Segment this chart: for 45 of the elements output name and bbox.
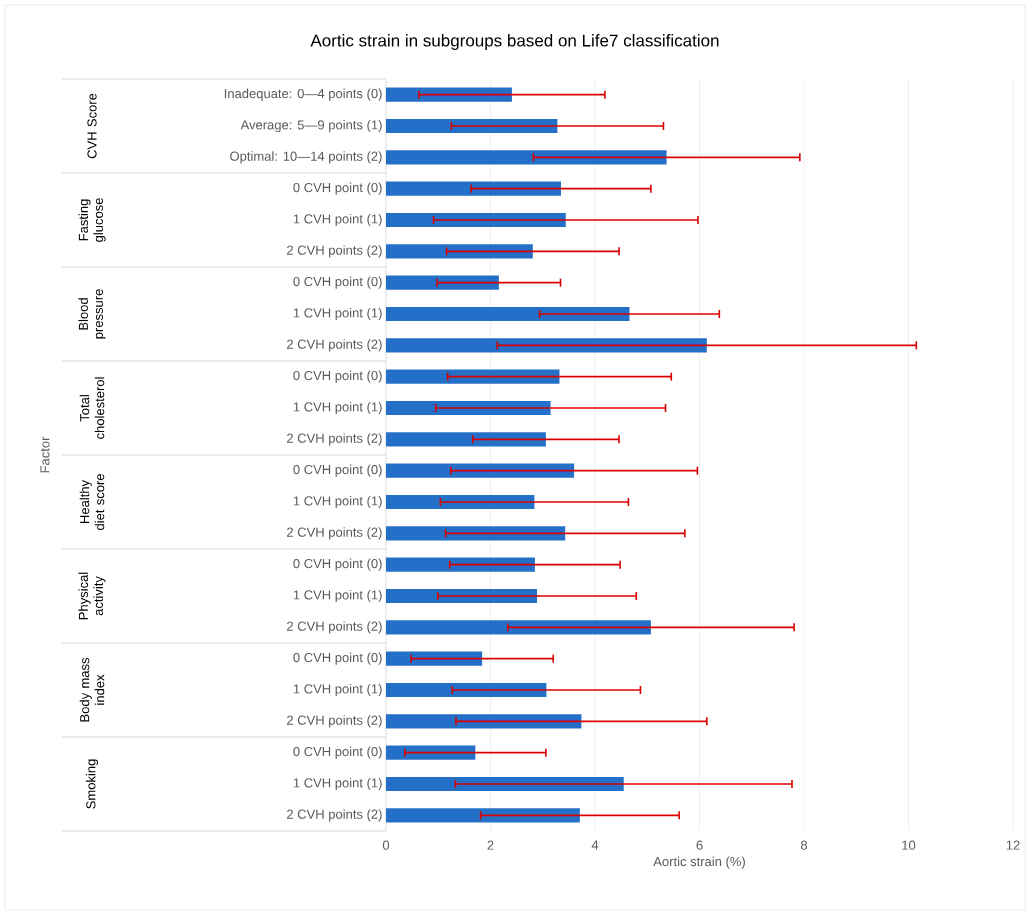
- y-tick-label: 2 CVH points (2): [287, 527, 382, 540]
- y-tick-label: 2 CVH points (2): [287, 433, 382, 446]
- text: Total cholesterol: [79, 377, 105, 439]
- y-tick-label: 2 CVH points (2): [287, 715, 382, 728]
- x-tick-label: 4: [591, 840, 599, 850]
- x-tick-label: 10: [902, 840, 916, 850]
- y-tick-label: 0 CVH point (0): [293, 746, 382, 759]
- x-axis-title: Aortic strain (%): [653, 856, 745, 869]
- text: Physical activity: [78, 572, 106, 620]
- y-tick-label: 1 CVH point (1): [293, 589, 382, 603]
- y-tick-label: 0 CVH point (0): [293, 276, 382, 289]
- bar: [386, 306, 630, 322]
- y-tick-label: Inadequate: 0—4 points (0): [224, 88, 382, 101]
- x-tick-label: 12: [1006, 840, 1020, 850]
- text: Smoking: [85, 759, 99, 809]
- chart-title: Aortic strain in subgroups based on Life7 classification: [310, 34, 719, 50]
- y-tick-label: 2 CVH points (2): [287, 339, 382, 352]
- text: Healthy diet score: [79, 474, 105, 530]
- x-tick-label: 2: [487, 840, 494, 850]
- y-tick-label: 2 CVH points (2): [287, 809, 382, 822]
- y-tick-label: 0 CVH point (0): [293, 652, 382, 665]
- text: Blood pressure: [78, 289, 106, 339]
- y-tick-label: 2 CVH points (2): [287, 621, 382, 634]
- text: CVH Score: [87, 93, 97, 159]
- text: Body mass index: [79, 657, 105, 722]
- x-tick-label: 8: [800, 840, 808, 850]
- x-tick-label: 6: [696, 840, 703, 850]
- y-tick-label: Optimal: 10—14 points (2): [230, 151, 382, 164]
- y-tick-label: 1 CVH point (1): [293, 777, 382, 791]
- y-tick-label: 1 CVH point (1): [293, 683, 382, 697]
- text: Fasting glucose: [78, 198, 106, 242]
- y-tick-label: 0 CVH point (0): [293, 464, 382, 477]
- text: Factor: [40, 436, 50, 473]
- y-tick-label: 1 CVH point (1): [293, 401, 382, 415]
- y-tick-label: 1 CVH point (1): [293, 213, 382, 227]
- y-tick-label: 0 CVH point (0): [293, 182, 382, 195]
- bar: [386, 432, 546, 447]
- y-tick-label: 2 CVH points (2): [287, 245, 382, 258]
- y-tick-label: 1 CVH point (1): [293, 307, 382, 321]
- bar: [386, 150, 667, 165]
- y-tick-label: 1 CVH point (1): [293, 495, 382, 509]
- x-tick-label: 0: [382, 840, 390, 850]
- y-tick-label: 0 CVH point (0): [293, 370, 382, 383]
- y-tick-label: Average: 5—9 points (1): [240, 119, 382, 133]
- y-tick-label: 0 CVH point (0): [293, 558, 382, 571]
